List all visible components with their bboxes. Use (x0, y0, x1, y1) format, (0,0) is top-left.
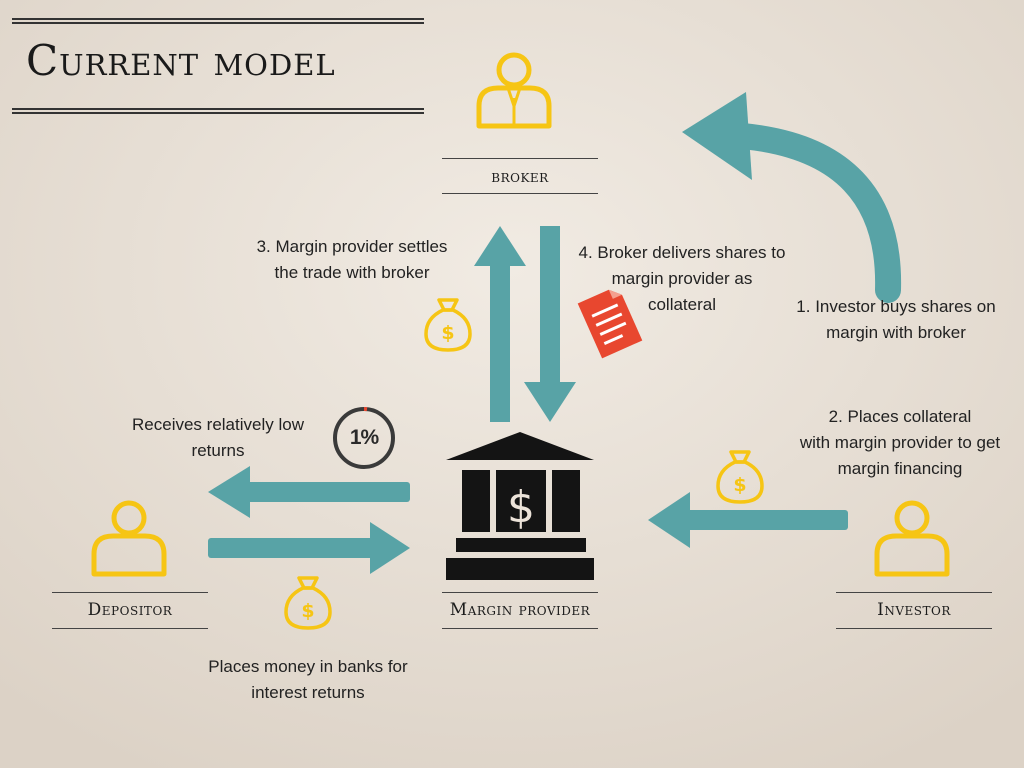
broker-person-icon (479, 55, 549, 126)
title-rule-top (12, 18, 424, 20)
document-icon (577, 289, 643, 359)
depositor-receives-caption: Receives relatively low returns (132, 415, 304, 460)
svg-text:$: $ (507, 482, 535, 533)
money-bag-icon-deposit (284, 576, 332, 630)
step-2-caption: 2. Places collateral with margin provider… (799, 407, 1001, 478)
arrow-provider-to-depositor (208, 466, 410, 518)
bank-icon: $ (446, 432, 594, 580)
title-rule-bottom (12, 108, 424, 110)
money-bag-icon-collateral (716, 450, 764, 504)
page-title: Current model (26, 36, 336, 85)
depositor-label: Depositor (87, 600, 173, 620)
rate-badge-label: 1% (349, 426, 379, 449)
arrow-margin-provider-to-broker (474, 226, 526, 422)
depositor-rule-bottom (52, 628, 208, 629)
arrow-investor-to-broker (682, 92, 902, 303)
rate-badge-ring (333, 407, 395, 469)
arrow-depositor-to-provider (208, 522, 410, 574)
title-rule-top-2 (12, 22, 424, 24)
margin-provider-label: Margin provider (449, 600, 591, 620)
depositor-person-icon (94, 503, 164, 574)
title-rule-bottom-2 (12, 112, 424, 114)
margin-provider-rule-top (442, 592, 598, 593)
step-3-caption: 3. Margin provider settles the trade with… (256, 237, 448, 282)
investor-rule-top (836, 592, 992, 593)
depositor-places-caption: Places money in banks for interest return… (208, 657, 408, 702)
money-bag-icon-settlement (424, 298, 472, 352)
depositor-rule-top (52, 592, 208, 593)
broker-rule-bottom (442, 193, 598, 194)
arrow-broker-to-margin-provider (524, 226, 576, 422)
arrow-investor-to-provider (648, 492, 848, 548)
investor-label: Investor (877, 600, 951, 620)
margin-provider-rule-bottom (442, 628, 598, 629)
investor-person-icon (877, 503, 947, 574)
broker-rule-top (442, 158, 598, 159)
step-4-caption: 4. Broker delivers shares to margin provi… (578, 243, 786, 314)
broker-label: broker (491, 167, 549, 187)
step-1-caption: 1. Investor buys shares on margin with br… (796, 297, 996, 342)
investor-rule-bottom (836, 628, 992, 629)
